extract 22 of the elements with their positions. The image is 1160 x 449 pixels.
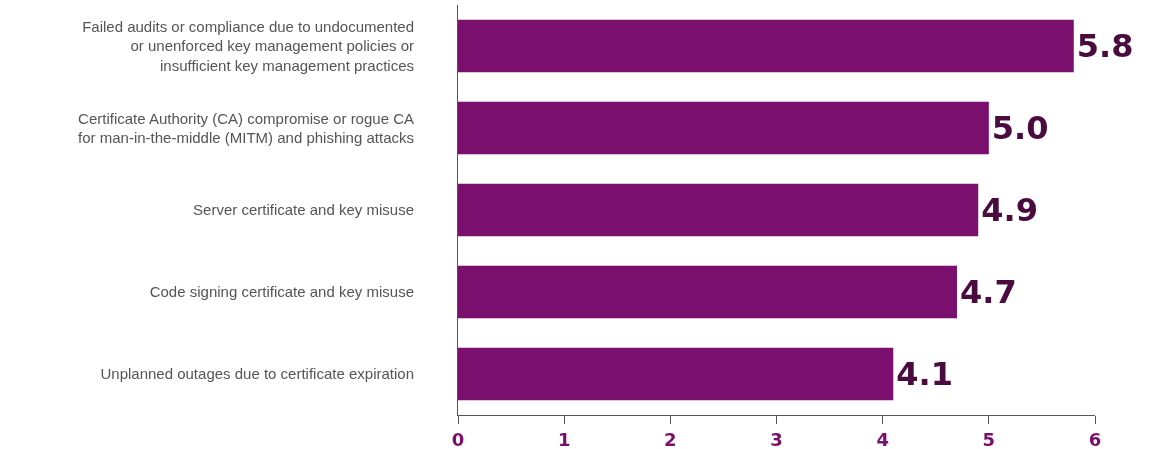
data-label: 4.9 — [981, 191, 1038, 229]
x-tick-label: 6 — [1088, 428, 1102, 449]
x-tick-label: 1 — [557, 428, 571, 449]
data-label: 4.1 — [896, 355, 953, 393]
x-tick-label: 0 — [451, 428, 465, 449]
bar — [458, 265, 957, 319]
x-tick-label: 4 — [876, 428, 889, 449]
y-tick-label: Unplanned outages due to certificate expiration — [100, 365, 414, 383]
data-label: 5.8 — [1076, 27, 1134, 65]
y-tick-label: Server certificate and key misuse — [193, 201, 414, 219]
bar — [458, 347, 894, 401]
bar — [458, 183, 979, 237]
x-tick-label: 5 — [982, 428, 996, 449]
data-label: 4.7 — [959, 273, 1017, 311]
data-label: 5.0 — [991, 109, 1049, 147]
y-tick-label: Certificate Authority (CA) compromise or rogue CA for man-in-the-middle (MITM) and phishing attacks — [78, 109, 414, 146]
x-tick-label: 3 — [770, 428, 783, 449]
bar — [458, 19, 1074, 73]
y-tick-label: Code signing certificate and key misuse — [149, 283, 414, 301]
x-tick-label: 2 — [664, 428, 677, 449]
y-tick-label: Failed audits or compliance due to undocumented or unenforced key management policies or insufficient key management practices — [82, 17, 414, 74]
bar — [458, 101, 989, 155]
